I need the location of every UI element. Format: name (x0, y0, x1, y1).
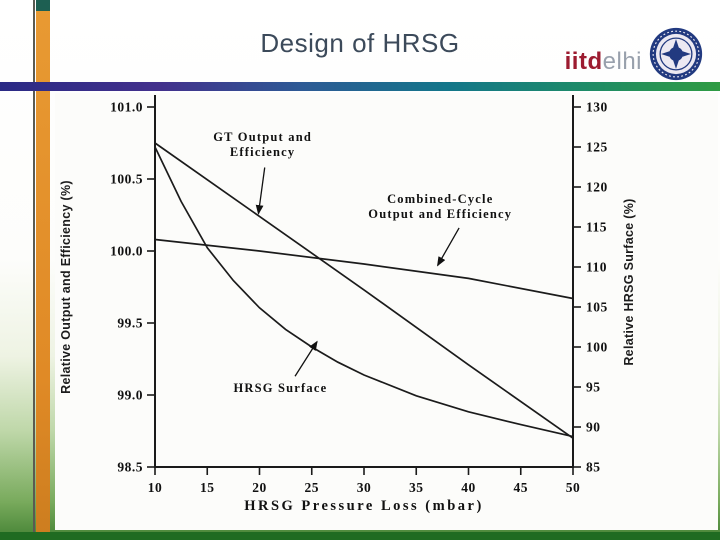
iitd-logo-text: iitdelhi (565, 48, 642, 76)
saffron-accent-bar (36, 0, 50, 540)
divider-gradient-bar (0, 82, 720, 91)
corner-accent-block (36, 0, 50, 11)
left-border-line (33, 0, 35, 540)
annotation-label: Combined-Cycle (387, 192, 493, 206)
bottom-green-bar (0, 532, 720, 540)
series-line-1 (154, 238, 574, 300)
logo-text-primary: iitd (564, 48, 603, 75)
annotation-label: GT Output and (213, 130, 312, 144)
y-left-tick-label: 99.0 (117, 388, 143, 403)
y-left-tick-label: 100.5 (110, 172, 143, 187)
y-right-tick-label: 130 (586, 100, 608, 115)
y-left-tick-label: 98.5 (117, 460, 143, 475)
x-axis-title: HRSG Pressure Loss (mbar) (244, 498, 484, 514)
y-right-tick-label: 120 (586, 180, 608, 195)
x-tick-label: 10 (148, 480, 163, 495)
x-tick-label: 50 (566, 480, 581, 495)
x-tick-label: 25 (305, 480, 320, 495)
x-tick-label: 45 (514, 480, 529, 495)
y-right-tick-label: 105 (586, 300, 608, 315)
y-left-tick-label: 99.5 (117, 316, 143, 331)
y-left-tick-label: 100.0 (110, 244, 143, 259)
annotation-arrow (437, 227, 460, 267)
x-tick-label: 20 (252, 480, 267, 495)
series-line-0 (154, 142, 574, 439)
annotation-label: HRSG Surface (233, 381, 327, 395)
chart-panel (55, 93, 718, 530)
annotation-arrow (255, 167, 266, 215)
annotation-label: Output and Efficiency (368, 207, 512, 221)
x-tick-label: 40 (461, 480, 476, 495)
y-right-tick-label: 115 (586, 220, 607, 235)
slide-title: Design of HRSG (260, 28, 460, 58)
iitd-emblem-icon (649, 27, 703, 81)
y-right-tick-label: 95 (586, 380, 601, 395)
y-right-tick-label: 85 (586, 460, 601, 475)
right-axis-title: Relative HRSG Surface (%) (622, 198, 636, 365)
annotation-arrow (294, 340, 318, 377)
annotation-label: Efficiency (230, 145, 295, 159)
logo-text-secondary: elhi (602, 48, 642, 75)
y-left-tick-label: 101.0 (110, 100, 143, 115)
y-right-tick-label: 110 (586, 260, 607, 275)
x-tick-label: 15 (200, 480, 215, 495)
y-right-tick-label: 90 (586, 420, 601, 435)
y-right-tick-label: 125 (586, 140, 608, 155)
y-right-tick-label: 100 (586, 340, 608, 355)
x-tick-label: 35 (409, 480, 424, 495)
left-axis-title: Relative Output and Efficiency (%) (59, 180, 73, 394)
x-tick-label: 30 (357, 480, 372, 495)
